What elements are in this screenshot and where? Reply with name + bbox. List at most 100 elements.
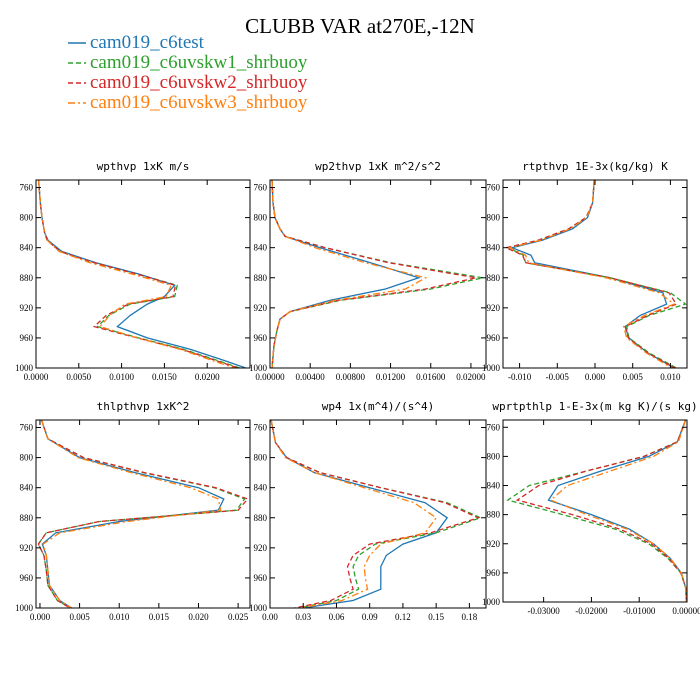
y-tick-label: 760 (254, 183, 268, 193)
panel-title: wprtpthlp 1-E-3x(m kg K)/(s kg) (492, 400, 697, 413)
plot-frame (269, 419, 487, 609)
y-tick-label: 880 (487, 273, 501, 283)
x-tick-label: 0.010 (109, 612, 130, 622)
y-tick-label: 800 (487, 213, 501, 223)
x-tick-label: -0.01000 (623, 606, 656, 616)
figure-title: CLUBB VAR at270E,-12N (245, 14, 475, 38)
series-line-1 (270, 420, 449, 608)
x-tick-label: 0.020 (188, 612, 209, 622)
x-tick-label: 0.0100 (109, 372, 134, 382)
x-tick-label: 0.0150 (152, 372, 177, 382)
y-tick-label: 920 (254, 303, 268, 313)
x-tick-label: 0.005 (69, 612, 90, 622)
y-tick-label: 840 (20, 483, 34, 493)
y-tick-label: 840 (254, 243, 268, 253)
series-line-4 (37, 180, 235, 368)
y-tick-label: 760 (20, 423, 34, 433)
y-tick-label: 880 (254, 513, 268, 523)
y-tick-label: 920 (487, 539, 501, 549)
x-tick-label: 0.0000 (24, 372, 49, 382)
x-tick-label: 0.00000 (672, 606, 700, 616)
series-line-3 (270, 420, 481, 608)
series-line-2 (37, 180, 240, 368)
x-tick-label: 0.09 (362, 612, 378, 622)
y-tick-label: 960 (487, 333, 501, 343)
y-tick-label: 880 (254, 273, 268, 283)
x-tick-label: -0.03000 (527, 606, 560, 616)
y-tick-label: 960 (254, 573, 268, 583)
series-line-1 (40, 420, 225, 608)
y-tick-label: 920 (20, 303, 34, 313)
y-tick-label: 1000 (15, 363, 34, 373)
x-tick-label: -0.010 (508, 372, 532, 382)
chart-panel-6: wprtpthlp 1-E-3x(m kg K)/(s kg) 760 800 840… (482, 400, 700, 616)
series-line-3 (515, 420, 687, 602)
plot-frame (35, 179, 251, 369)
chart-panel-5: wp4 1x(m^4)/(s^4)76080084088092096010000… (249, 400, 487, 622)
legend-label: cam019_c6uvskw2_shrbuoy (90, 72, 308, 93)
y-tick-label: 1000 (15, 603, 34, 613)
x-tick-label: 0.12 (395, 612, 411, 622)
y-tick-label: 840 (487, 243, 501, 253)
legend-label: cam019_c6uvskw3_shrbuoy (90, 92, 308, 113)
series-line-2 (37, 420, 246, 608)
y-tick-label: 1000 (482, 597, 501, 607)
x-tick-label: 0.02000 (456, 372, 486, 382)
y-tick-label: 1000 (249, 363, 268, 373)
series-line-2 (270, 420, 483, 608)
y-tick-label: 800 (487, 451, 501, 461)
y-tick-label: 960 (487, 568, 501, 578)
panel-title: wp2thvp 1xK m^2/s^2 (315, 160, 441, 173)
series-line-4 (270, 420, 438, 608)
x-tick-label: 0.15 (428, 612, 444, 622)
series-line-4 (549, 420, 687, 602)
y-tick-label: 840 (254, 483, 268, 493)
plot-frame (269, 179, 487, 369)
y-tick-label: 800 (20, 453, 34, 463)
series-line-2 (506, 420, 687, 602)
x-tick-label: 0.0050 (66, 372, 91, 382)
series-line-4 (507, 180, 676, 368)
series-line-2 (506, 180, 687, 368)
series-line-4 (40, 420, 222, 608)
y-tick-label: 840 (20, 243, 34, 253)
series-line-4 (271, 180, 428, 368)
x-tick-label: 0.03 (295, 612, 311, 622)
panel-title: wp4 1x(m^4)/(s^4) (322, 400, 435, 413)
chart-panel-1: wpthvp 1xK m/s76080084088092096010000.00… (15, 160, 251, 382)
y-tick-label: 1000 (249, 603, 268, 613)
x-tick-label: 0.000 (585, 372, 606, 382)
legend-label: cam019_c6test (90, 32, 205, 53)
x-tick-label: 0.015 (149, 612, 170, 622)
x-tick-label: 0.025 (228, 612, 249, 622)
series-line-3 (37, 420, 249, 608)
x-tick-label: 0.000 (30, 612, 51, 622)
panel-title: thlpthvp 1xK^2 (97, 400, 190, 413)
y-tick-label: 760 (254, 423, 268, 433)
y-tick-label: 1000 (482, 363, 501, 373)
x-tick-label: 0.00000 (255, 372, 285, 382)
legend-label: cam019_c6uvskw1_shrbuoy (90, 52, 308, 73)
y-tick-label: 960 (20, 573, 34, 583)
x-tick-label: 0.01600 (416, 372, 446, 382)
legend: cam019_c6testcam019_c6uvskw1_shrbuoycam0… (68, 32, 308, 113)
series-line-1 (271, 180, 421, 368)
panel-title: wpthvp 1xK m/s (97, 160, 190, 173)
x-tick-label: -0.005 (546, 372, 570, 382)
x-tick-label: 0.06 (329, 612, 345, 622)
y-tick-label: 840 (487, 481, 501, 491)
y-tick-label: 760 (20, 183, 34, 193)
x-tick-label: 0.18 (462, 612, 478, 622)
y-tick-label: 880 (20, 513, 34, 523)
y-tick-label: 880 (20, 273, 34, 283)
y-tick-label: 800 (254, 453, 268, 463)
y-tick-label: 920 (487, 303, 501, 313)
y-tick-label: 960 (254, 333, 268, 343)
x-tick-label: 0.010 (660, 372, 681, 382)
series-line-1 (509, 180, 675, 368)
chart-panel-3: rtpthvp 1E-3x(kg/kg) K 760 800 840 880 920 960… (482, 160, 688, 382)
y-tick-label: 920 (20, 543, 34, 553)
series-line-2 (271, 180, 484, 368)
x-tick-label: 0.00800 (336, 372, 366, 382)
y-tick-label: 880 (487, 510, 501, 520)
